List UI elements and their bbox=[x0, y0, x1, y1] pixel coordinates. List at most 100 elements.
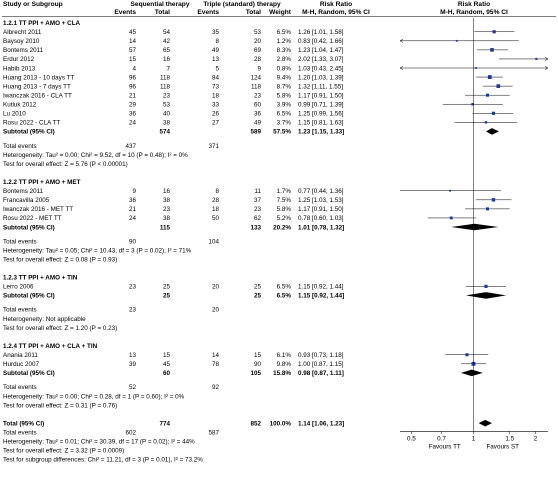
study-1-7-trip-events: 73 bbox=[212, 83, 220, 90]
header-trip-group: Triple (standard) therapy bbox=[203, 1, 281, 8]
study-1-4-seq-events: 15 bbox=[129, 56, 137, 63]
study-2-3-trip-events: 18 bbox=[212, 206, 220, 213]
study-2-1-weight: 1.7% bbox=[277, 188, 292, 195]
study-1-11-trip-total: 49 bbox=[254, 120, 262, 127]
study-3-1-trip-events: 20 bbox=[212, 284, 220, 291]
subtotal-2-diamond bbox=[451, 223, 499, 231]
subtotal-4-trip-total: 105 bbox=[250, 370, 261, 377]
study-4-2-ci: 1.00 [0.87, 1.15] bbox=[298, 361, 344, 368]
subtotal-4-seq-total: 60 bbox=[163, 370, 171, 377]
subtotal-3-diamond bbox=[466, 292, 507, 299]
total-events-seq: 602 bbox=[125, 430, 136, 437]
subtotal-2-weight: 20.2% bbox=[273, 224, 291, 231]
study-1-3-weight: 8.3% bbox=[277, 47, 292, 54]
study-4-1-ci: 0.93 [0.73, 1.18] bbox=[298, 352, 344, 359]
study-4-2-trip-events: 78 bbox=[212, 361, 220, 368]
study-1-3-seq-total: 65 bbox=[163, 47, 171, 54]
total-events-trip: 587 bbox=[208, 430, 219, 437]
study-1-10-seq-events: 36 bbox=[129, 111, 137, 118]
study-1-8-name: Iwanczak 2016 - CLA TT bbox=[3, 92, 72, 99]
study-3-1-marker bbox=[484, 284, 488, 288]
heterogeneity-4: Heterogeneity: Tau² = 0.00; Chi² = 0.28,… bbox=[3, 393, 185, 400]
events-3-seq: 23 bbox=[129, 307, 137, 314]
total-seq-total: 774 bbox=[159, 420, 170, 427]
study-1-10-marker bbox=[491, 111, 496, 115]
study-1-10-trip-events: 26 bbox=[212, 111, 220, 118]
study-1-2-weight: 1.2% bbox=[277, 38, 292, 45]
header-seq-total: Total bbox=[155, 9, 170, 16]
events-3-trip: 20 bbox=[212, 307, 220, 314]
study-1-10-weight: 6.5% bbox=[277, 111, 292, 118]
subtotal-3-seq-total: 25 bbox=[163, 293, 171, 300]
study-1-2-trip-events: 8 bbox=[215, 38, 219, 45]
header-plot-title: Risk Ratio bbox=[458, 1, 490, 8]
study-2-2-weight: 7.5% bbox=[277, 197, 292, 204]
study-1-3-trip-events: 49 bbox=[212, 47, 220, 54]
study-1-5-trip-events: 5 bbox=[215, 65, 219, 72]
study-1-8-marker bbox=[486, 93, 490, 97]
study-1-3-marker bbox=[490, 48, 494, 52]
study-1-4-trip-events: 13 bbox=[212, 56, 220, 63]
study-1-4-ci-line-arrow bbox=[544, 57, 549, 61]
study-1-11-ci: 1.15 [0.81, 1.63] bbox=[298, 120, 344, 127]
study-2-3-seq-events: 21 bbox=[129, 206, 137, 213]
header-study: Study or Subgroup bbox=[3, 1, 63, 8]
study-2-1-ci: 0.77 [0.44, 1.36] bbox=[298, 188, 344, 195]
study-1-5-ci-line-arrow bbox=[399, 66, 404, 70]
study-1-5-marker bbox=[475, 67, 478, 69]
study-1-1-name: Albrecht 2011 bbox=[3, 29, 42, 36]
events-4-label: Total events bbox=[3, 384, 37, 391]
study-4-2-weight: 9.8% bbox=[277, 361, 292, 368]
total-diamond bbox=[478, 419, 492, 427]
subtotal-4-ci: 0.98 [0.87, 1.11] bbox=[298, 370, 344, 377]
total-ci: 1.14 [1.06, 1.23] bbox=[298, 420, 344, 427]
study-1-5-seq-events: 4 bbox=[132, 65, 136, 72]
study-1-10-seq-total: 40 bbox=[163, 111, 171, 118]
total-weight: 100.0% bbox=[270, 420, 292, 427]
total-label: Total (95% CI) bbox=[3, 420, 44, 427]
study-3-1-seq-events: 23 bbox=[129, 284, 137, 291]
study-2-4-trip-events: 50 bbox=[212, 215, 220, 222]
study-2-4-marker bbox=[449, 216, 453, 220]
study-2-1-name: Bontems 2011 bbox=[3, 188, 44, 195]
study-4-1-seq-total: 15 bbox=[163, 352, 171, 359]
subtotal-1-weight: 57.5% bbox=[273, 129, 291, 136]
study-1-8-seq-total: 23 bbox=[163, 92, 171, 99]
study-1-8-trip-total: 23 bbox=[254, 92, 262, 99]
study-1-4-trip-total: 28 bbox=[254, 56, 262, 63]
study-2-1-seq-events: 9 bbox=[132, 188, 136, 195]
study-2-4-seq-events: 24 bbox=[129, 215, 137, 222]
favours-right-label: Favours ST bbox=[486, 443, 519, 450]
study-2-3-name: Iwanczak 2016 - MET TT bbox=[3, 206, 73, 213]
study-2-1-marker bbox=[449, 189, 451, 192]
study-2-1-trip-total: 11 bbox=[254, 188, 261, 195]
study-3-1-trip-total: 25 bbox=[254, 284, 262, 291]
study-1-1-ci: 1.26 [1.01, 1.58] bbox=[298, 29, 344, 36]
study-1-8-ci: 1.17 [0.91, 1.50] bbox=[298, 92, 344, 99]
study-2-4-ci: 0.78 [0.60, 1.03] bbox=[298, 215, 344, 222]
study-1-11-trip-events: 27 bbox=[212, 120, 220, 127]
events-4-seq: 52 bbox=[129, 384, 137, 391]
total-events-label: Total events bbox=[3, 430, 37, 437]
overall-effect-4: Test for overall effect: Z = 0.31 (P = 0… bbox=[3, 402, 117, 409]
header-weight: Weight bbox=[269, 9, 292, 16]
study-1-3-ci: 1.23 [1.04, 1.47] bbox=[298, 47, 344, 54]
study-1-4-marker bbox=[535, 57, 538, 60]
study-1-6-seq-total: 118 bbox=[160, 74, 171, 81]
study-2-3-trip-total: 23 bbox=[254, 206, 262, 213]
study-1-9-seq-events: 29 bbox=[129, 102, 137, 109]
study-4-1-trip-total: 15 bbox=[254, 352, 262, 359]
study-4-1-weight: 6.1% bbox=[277, 352, 292, 359]
study-4-2-seq-events: 39 bbox=[129, 361, 137, 368]
study-1-3-trip-total: 69 bbox=[254, 47, 262, 54]
events-3-label: Total events bbox=[3, 307, 37, 314]
events-2-label: Total events bbox=[3, 238, 37, 245]
subtotal-4-diamond bbox=[461, 369, 483, 377]
subtotal-1-trip-total: 589 bbox=[250, 129, 261, 136]
study-2-3-seq-total: 23 bbox=[163, 206, 171, 213]
study-1-9-marker bbox=[471, 103, 474, 106]
x-tick-label-5: 2 bbox=[534, 435, 538, 442]
study-4-1-name: Anania 2011 bbox=[3, 352, 38, 359]
